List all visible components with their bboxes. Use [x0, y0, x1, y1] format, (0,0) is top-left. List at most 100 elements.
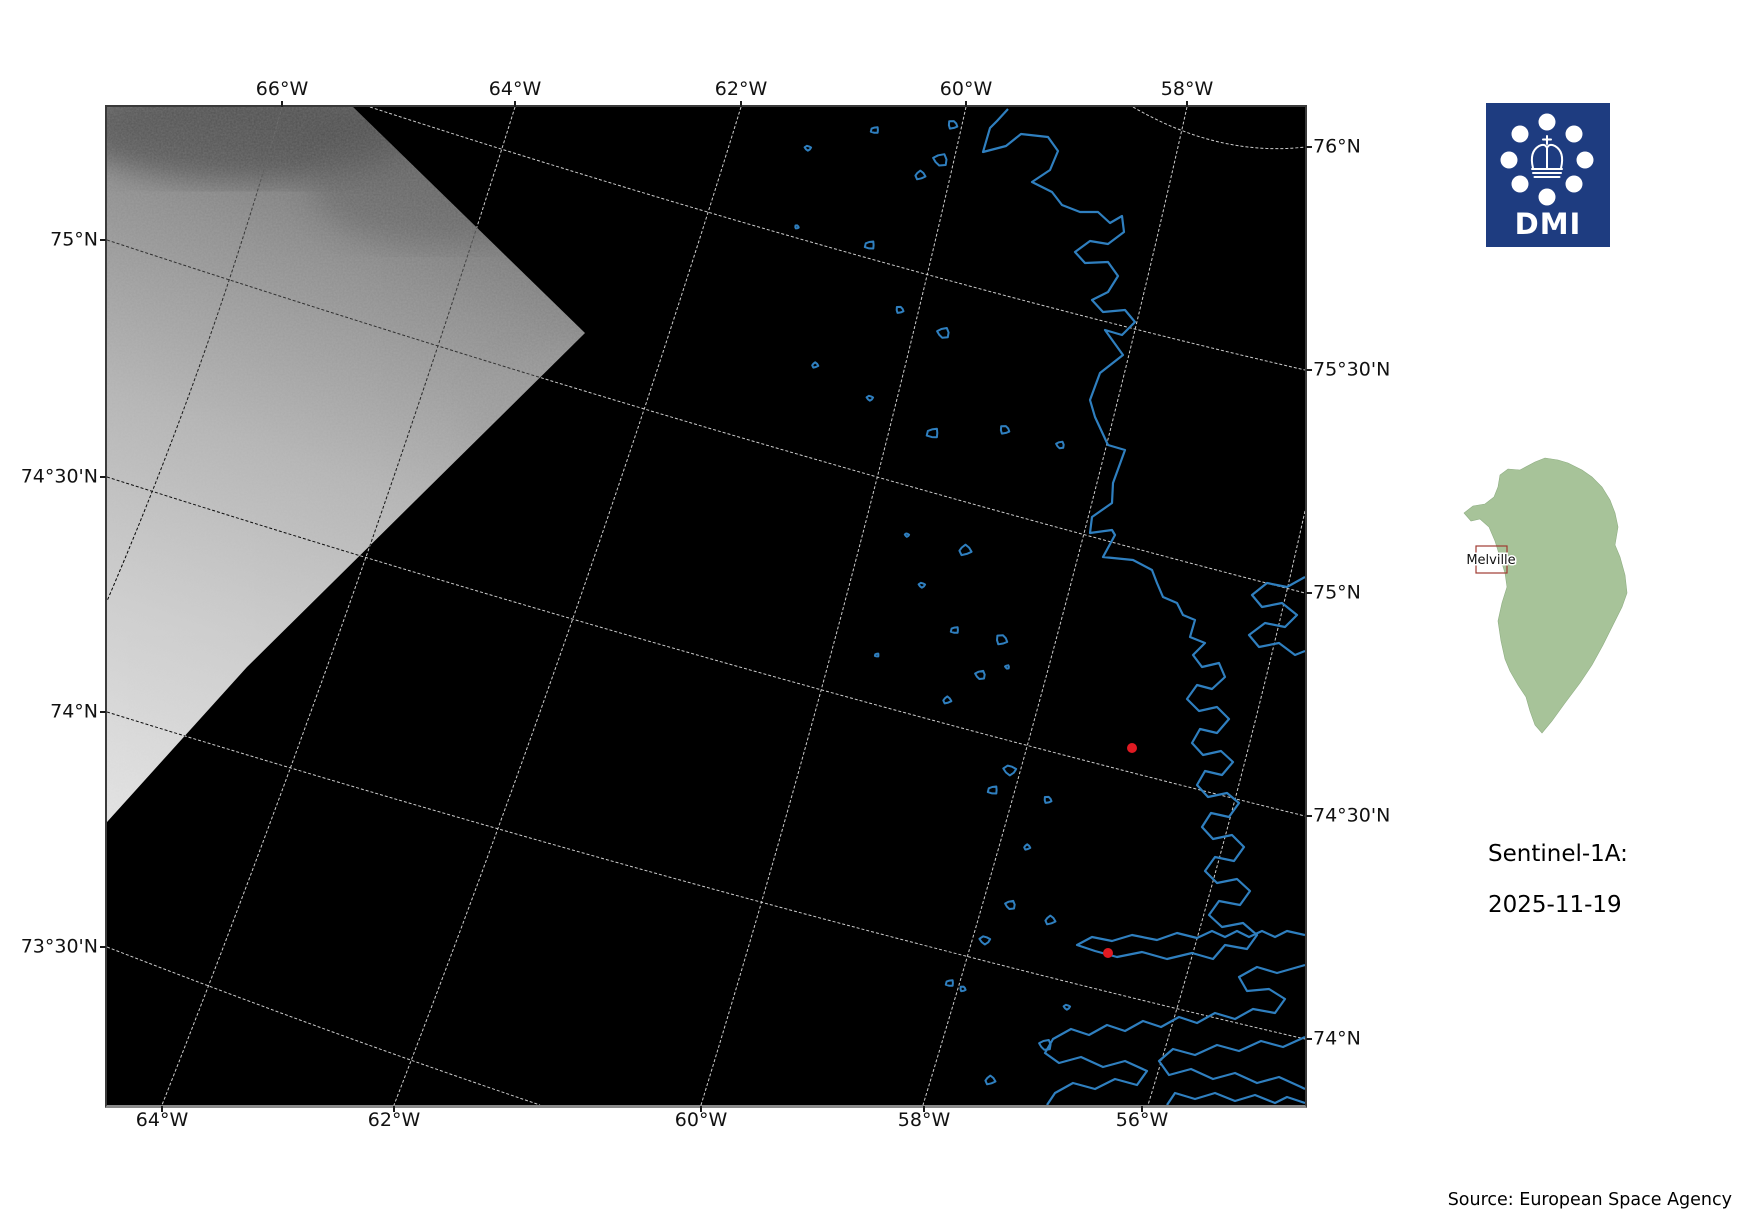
- island-outline: [1004, 899, 1016, 910]
- melville-region-box: [1475, 545, 1508, 574]
- melville-label: Melville: [1466, 553, 1515, 568]
- axis-label-bottom: 58°W: [897, 1109, 951, 1131]
- dmi-logo-graphic: [1486, 103, 1610, 247]
- island-outline: [811, 361, 820, 369]
- axis-tick-left: [100, 946, 106, 948]
- axis-label-top: 60°W: [939, 78, 993, 100]
- axis-label-left: 75°N: [50, 228, 98, 251]
- meridian-line: [922, 107, 1188, 1105]
- axis-tick-left: [100, 476, 106, 478]
- island-outline: [1062, 1003, 1072, 1011]
- island-outline: [986, 785, 998, 795]
- position-markers: [1103, 743, 1137, 958]
- axis-label-right: 75°30'N: [1313, 358, 1391, 381]
- coastline-path: [1157, 1035, 1305, 1090]
- axis-label-right: 75°N: [1313, 581, 1361, 604]
- axis-tick-right: [1306, 146, 1312, 148]
- island-outline: [1004, 664, 1010, 670]
- axis-tick-bottom: [161, 1106, 163, 1112]
- island-outline: [803, 144, 813, 152]
- red-position-marker: [1103, 948, 1113, 958]
- parallel-line: [1132, 107, 1305, 150]
- island-outline: [959, 985, 967, 993]
- axis-tick-right: [1306, 592, 1312, 594]
- meridian-line: [1147, 510, 1305, 1105]
- dmi-logo-dot-ring: [1500, 113, 1594, 206]
- acquisition-date: 2025-11-19: [1488, 892, 1622, 918]
- island-outline: [1044, 914, 1057, 926]
- coastline-path: [1043, 963, 1305, 1105]
- coastline-path: [1166, 1091, 1305, 1105]
- axis-tick-top: [514, 101, 516, 107]
- island-outline: [974, 669, 986, 680]
- axis-tick-top: [281, 101, 283, 107]
- coastline-path: [1247, 576, 1305, 657]
- axis-label-bottom: 56°W: [1115, 1109, 1169, 1131]
- island-outline: [1023, 843, 1032, 851]
- axis-label-top: 64°W: [488, 78, 542, 100]
- axis-tick-bottom: [923, 1106, 925, 1112]
- island-outline: [1043, 795, 1053, 804]
- axis-tick-bottom: [393, 1106, 395, 1112]
- axis-label-right: 74°N: [1313, 1027, 1361, 1050]
- axis-tick-top: [965, 101, 967, 107]
- parallel-line: [107, 946, 541, 1105]
- island-outline: [1055, 440, 1065, 450]
- axis-label-top: 62°W: [714, 78, 768, 100]
- image-caption: Sentinel-1A: 2025-11-19: [1488, 841, 1628, 918]
- map-plot-area: [105, 105, 1307, 1108]
- axis-tick-right: [1306, 369, 1312, 371]
- coastline-path: [981, 108, 1305, 961]
- island-outline: [958, 543, 973, 557]
- coastline: [794, 108, 1305, 1105]
- parallel-line: [369, 107, 1305, 371]
- axis-label-left: 74°30'N: [20, 465, 98, 488]
- island-outline: [869, 126, 879, 134]
- axis-tick-right: [1306, 1038, 1312, 1040]
- parallel-line: [107, 476, 1305, 817]
- island-outline: [903, 532, 911, 538]
- map-svg: [107, 107, 1305, 1105]
- sar-swath: [107, 107, 585, 822]
- dmi-logo: DMI: [1486, 103, 1610, 247]
- meridian-line: [393, 107, 742, 1105]
- axis-label-right: 76°N: [1313, 135, 1361, 158]
- graticule-grid: [107, 107, 1305, 1105]
- meridian-line: [107, 107, 283, 602]
- island-outline: [944, 979, 954, 987]
- island-outline: [978, 935, 992, 946]
- island-outline: [947, 120, 959, 130]
- island-outline: [895, 305, 905, 314]
- satellite-name: Sentinel-1A:: [1488, 841, 1628, 867]
- source-credit: Source: European Space Agency: [1447, 1190, 1732, 1210]
- greenland-inset-svg: Melville: [1463, 457, 1628, 734]
- island-outline: [984, 1074, 997, 1086]
- island-outline: [942, 695, 953, 705]
- axis-tick-left: [100, 239, 106, 241]
- meridian-line: [161, 107, 516, 1105]
- axis-label-bottom: 60°W: [674, 1109, 728, 1131]
- island-outline: [936, 327, 950, 339]
- greenland-landmass: [1463, 457, 1628, 734]
- meridian-line: [700, 107, 967, 1105]
- island-outline: [865, 394, 875, 402]
- axis-label-top: 66°W: [255, 78, 309, 100]
- island-outline: [949, 626, 959, 634]
- crown-icon: [1530, 135, 1564, 178]
- island-outline: [996, 634, 1009, 646]
- island-outline: [914, 169, 927, 181]
- axis-label-right: 74°30'N: [1313, 804, 1391, 827]
- dmi-logo-text: DMI: [1514, 207, 1582, 241]
- red-position-marker: [1127, 743, 1137, 753]
- parallel-line: [107, 711, 1305, 1040]
- axis-label-top: 58°W: [1160, 78, 1214, 100]
- axis-tick-bottom: [700, 1106, 702, 1112]
- island-outline: [794, 224, 800, 230]
- island-outline: [932, 153, 948, 167]
- island-outline: [1002, 764, 1018, 777]
- axis-tick-top: [740, 101, 742, 107]
- island-outline: [999, 425, 1011, 435]
- island-outline: [925, 427, 939, 439]
- axis-tick-bottom: [1141, 1106, 1143, 1112]
